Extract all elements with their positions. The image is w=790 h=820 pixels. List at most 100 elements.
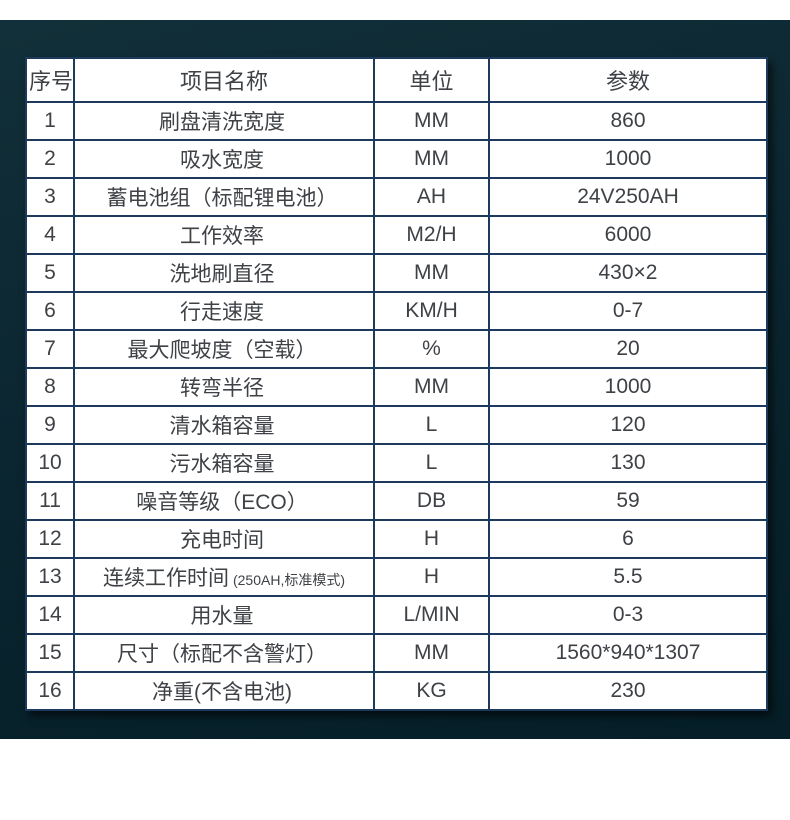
item-name-cell: 噪音等级（ECO） (73, 481, 375, 521)
item-name-cell: 刷盘清洗宽度 (73, 101, 375, 141)
unit-cell: L/MIN (373, 595, 490, 635)
column-header-unit: 单位 (373, 57, 490, 103)
column-header-no: 序号 (25, 57, 75, 103)
item-name-text: 用水量 (190, 605, 254, 628)
table-row: 15 尺寸（标配不含警灯） MM 1560*940*1307 (25, 633, 768, 673)
item-name-cell: 行走速度 (73, 291, 375, 331)
table-row: 10 污水箱容量 L 130 (25, 443, 768, 483)
row-number-cell: 6 (25, 291, 75, 331)
param-cell: 430×2 (488, 253, 768, 293)
unit-cell: H (373, 519, 490, 559)
table-header-row: 序号 项目名称 单位 参数 (25, 57, 768, 103)
unit-cell: H (373, 557, 490, 597)
row-number-cell: 14 (25, 595, 75, 635)
unit-cell: KM/H (373, 291, 490, 331)
row-number-cell: 2 (25, 139, 75, 179)
column-header-name: 项目名称 (73, 57, 375, 103)
row-number-cell: 11 (25, 481, 75, 521)
unit-cell: KG (373, 671, 490, 711)
param-cell: 6 (488, 519, 768, 559)
param-cell: 1000 (488, 139, 768, 179)
param-cell: 59 (488, 481, 768, 521)
table-row: 16 净重(不含电池) KG 230 (25, 671, 768, 711)
param-cell: 5.5 (488, 557, 768, 597)
row-number-cell: 9 (25, 405, 75, 445)
item-name-text: 充电时间 (180, 529, 264, 552)
unit-cell: MM (373, 101, 490, 141)
item-name-text: 清水箱容量 (169, 415, 275, 438)
row-number-cell: 8 (25, 367, 75, 407)
column-header-param: 参数 (488, 57, 768, 103)
item-name-text: 洗地刷直径 (169, 263, 275, 286)
row-number-cell: 10 (25, 443, 75, 483)
unit-cell: AH (373, 177, 490, 217)
item-name-text: 最大爬坡度（空载） (127, 339, 317, 362)
unit-cell: DB (373, 481, 490, 521)
item-name-cell: 用水量 (73, 595, 375, 635)
unit-cell: MM (373, 367, 490, 407)
item-name-cell: 连续工作时间 (250AH,标准模式) (73, 557, 375, 597)
item-name-cell: 吸水宽度 (73, 139, 375, 179)
param-cell: 0-7 (488, 291, 768, 331)
table-body: 1 刷盘清洗宽度 MM 860 2 吸水宽度 MM 1000 3 蓄电池组（标配… (25, 101, 768, 711)
item-name-cell: 最大爬坡度（空载） (73, 329, 375, 369)
unit-cell: MM (373, 633, 490, 673)
table-row: 12 充电时间 H 6 (25, 519, 768, 559)
item-name-text: 连续工作时间 (102, 567, 229, 590)
item-name-text: 净重(不含电池) (152, 681, 292, 704)
table-row: 6 行走速度 KM/H 0-7 (25, 291, 768, 331)
item-name-text: 刷盘清洗宽度 (159, 111, 285, 134)
item-name-text: 转弯半径 (180, 377, 264, 400)
row-number-cell: 4 (25, 215, 75, 255)
row-number-cell: 1 (25, 101, 75, 141)
param-cell: 20 (488, 329, 768, 369)
param-cell: 130 (488, 443, 768, 483)
item-name-cell: 充电时间 (73, 519, 375, 559)
row-number-cell: 15 (25, 633, 75, 673)
table-row: 2 吸水宽度 MM 1000 (25, 139, 768, 179)
item-name-text: 噪音等级（ECO） (136, 491, 308, 514)
table-row: 1 刷盘清洗宽度 MM 860 (25, 101, 768, 141)
unit-cell: MM (373, 139, 490, 179)
row-number-cell: 5 (25, 253, 75, 293)
param-cell: 6000 (488, 215, 768, 255)
item-name-note: (250AH,标准模式) (232, 572, 346, 588)
table-row: 13 连续工作时间 (250AH,标准模式) H 5.5 (25, 557, 768, 597)
spec-table: 序号 项目名称 单位 参数 1 刷盘清洗宽度 MM 860 2 吸水宽度 MM … (25, 57, 768, 711)
table-row: 11 噪音等级（ECO） DB 59 (25, 481, 768, 521)
param-cell: 0-3 (488, 595, 768, 635)
row-number-cell: 7 (25, 329, 75, 369)
table-row: 3 蓄电池组（标配锂电池） AH 24V250AH (25, 177, 768, 217)
unit-cell: L (373, 405, 490, 445)
spec-panel: 序号 项目名称 单位 参数 1 刷盘清洗宽度 MM 860 2 吸水宽度 MM … (0, 20, 790, 739)
row-number-cell: 13 (25, 557, 75, 597)
table-row: 14 用水量 L/MIN 0-3 (25, 595, 768, 635)
item-name-text: 污水箱容量 (169, 453, 275, 476)
param-cell: 120 (488, 405, 768, 445)
row-number-cell: 16 (25, 671, 75, 711)
item-name-cell: 工作效率 (73, 215, 375, 255)
unit-cell: L (373, 443, 490, 483)
item-name-cell: 尺寸（标配不含警灯） (73, 633, 375, 673)
table-row: 8 转弯半径 MM 1000 (25, 367, 768, 407)
item-name-text: 尺寸（标配不含警灯） (117, 643, 327, 666)
table-row: 7 最大爬坡度（空载） % 20 (25, 329, 768, 369)
item-name-cell: 净重(不含电池) (73, 671, 375, 711)
item-name-cell: 蓄电池组（标配锂电池） (73, 177, 375, 217)
table-row: 9 清水箱容量 L 120 (25, 405, 768, 445)
item-name-text: 蓄电池组（标配锂电池） (106, 187, 338, 210)
unit-cell: M2/H (373, 215, 490, 255)
item-name-cell: 洗地刷直径 (73, 253, 375, 293)
row-number-cell: 12 (25, 519, 75, 559)
item-name-cell: 污水箱容量 (73, 443, 375, 483)
item-name-cell: 清水箱容量 (73, 405, 375, 445)
item-name-cell: 转弯半径 (73, 367, 375, 407)
item-name-text: 吸水宽度 (180, 149, 264, 172)
param-cell: 860 (488, 101, 768, 141)
unit-cell: MM (373, 253, 490, 293)
item-name-text: 工作效率 (180, 225, 264, 248)
table-row: 5 洗地刷直径 MM 430×2 (25, 253, 768, 293)
row-number-cell: 3 (25, 177, 75, 217)
param-cell: 1560*940*1307 (488, 633, 768, 673)
